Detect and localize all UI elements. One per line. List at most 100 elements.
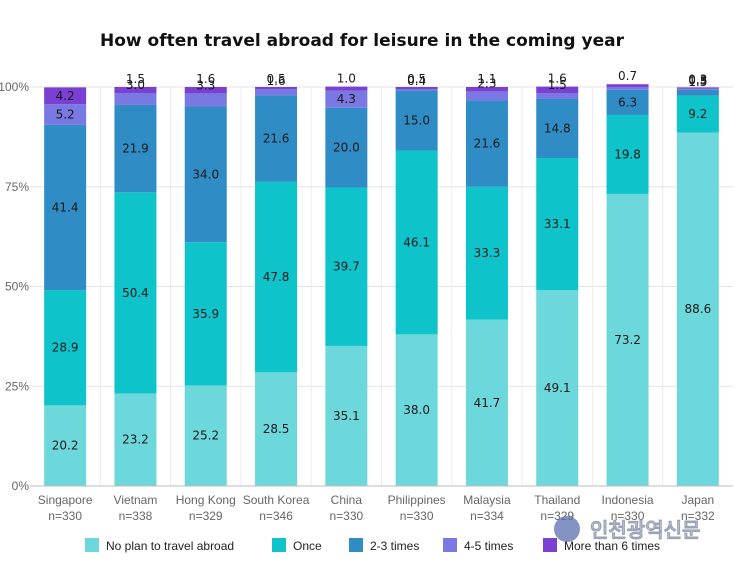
bar-segment <box>536 98 579 159</box>
sample-size-label: n=334 <box>470 509 504 523</box>
data-label: 1.6 <box>196 72 215 86</box>
data-label: 1.5 <box>548 78 567 92</box>
bar-segment <box>255 95 298 182</box>
data-label: 6.3 <box>618 95 637 109</box>
y-tick-label: 25% <box>5 379 29 393</box>
bar-segment <box>395 150 438 335</box>
bar-segment <box>114 92 157 105</box>
x-tick-label: Hong Kong <box>176 493 236 507</box>
bar-segment <box>184 385 227 486</box>
bar-segment <box>465 100 508 187</box>
data-label: 1.6 <box>548 72 567 86</box>
data-label: 0.7 <box>618 69 637 83</box>
legend-item: Once <box>272 538 322 553</box>
bar-segment <box>184 87 227 94</box>
bar-segment <box>325 90 368 108</box>
legend-swatch <box>349 538 363 552</box>
data-label: 21.9 <box>122 142 149 156</box>
legend-label: 2-3 times <box>370 539 419 553</box>
data-label: 4.2 <box>56 89 75 103</box>
bar-segment <box>325 86 368 91</box>
y-tick-label: 100% <box>0 80 29 94</box>
x-tick-label: Philippines <box>388 493 446 507</box>
bar-segment <box>44 290 87 406</box>
data-label: 0.5 <box>267 72 286 86</box>
data-label: 1.5 <box>126 72 145 86</box>
data-label: 3.0 <box>126 78 145 92</box>
data-label: 1.0 <box>337 72 356 86</box>
legend-item: More than 6 times <box>543 538 660 553</box>
bar-segment <box>676 95 719 133</box>
sample-size-label: n=332 <box>681 509 715 523</box>
bar-segment <box>255 88 298 96</box>
data-label: 9.2 <box>688 107 707 121</box>
bar-segment <box>114 87 157 93</box>
data-label: 3.3 <box>196 78 215 92</box>
data-label: 25.2 <box>192 429 219 443</box>
bar-segment <box>536 86 579 93</box>
bar-segment <box>536 92 579 99</box>
data-label: 14.8 <box>544 121 571 135</box>
watermark-logo: 인천광역신문 <box>554 516 701 542</box>
data-label: 0.3 <box>688 72 707 86</box>
bar-segment <box>395 87 438 89</box>
data-label: 35.9 <box>192 307 219 321</box>
bar-segment <box>606 84 649 87</box>
sample-size-label: n=330 <box>329 509 363 523</box>
bar-segment <box>325 187 368 346</box>
data-label: 35.1 <box>333 409 360 423</box>
x-tick-label: South Korea <box>243 493 310 507</box>
legend-label: Once <box>293 539 322 553</box>
data-label: 23.2 <box>122 433 149 447</box>
data-label: 20.2 <box>52 439 79 453</box>
data-label: 38.0 <box>403 403 430 417</box>
data-label: 28.9 <box>52 341 79 355</box>
bar-segment <box>465 319 508 486</box>
bar-segment <box>465 91 508 101</box>
data-label: 50.4 <box>122 286 149 300</box>
data-label: 41.4 <box>52 200 79 214</box>
bar-segment <box>44 104 87 125</box>
data-label: 49.1 <box>544 381 571 395</box>
legend-item: 4-5 times <box>443 538 513 553</box>
x-tick-label: Japan <box>681 493 714 507</box>
chart-title: How often travel abroad for leisure in t… <box>100 31 625 51</box>
legend-label: More than 6 times <box>564 539 660 553</box>
sample-size-label: n=330 <box>48 509 82 523</box>
sample-size-label: n=346 <box>259 509 293 523</box>
data-label: 21.6 <box>263 131 290 145</box>
bar-segment <box>465 186 508 320</box>
sample-size-label: n=329 <box>189 509 223 523</box>
data-label: 39.7 <box>333 260 360 274</box>
x-tick-label: Indonesia <box>602 493 654 507</box>
data-label: 88.6 <box>684 302 711 316</box>
data-label: 47.8 <box>263 270 290 284</box>
data-label: 0.5 <box>407 72 426 86</box>
data-label: 73.2 <box>614 333 641 347</box>
bar-segment <box>536 158 579 291</box>
bar-segment <box>676 132 719 486</box>
bar-segment <box>676 88 719 90</box>
bar-segment <box>395 90 438 151</box>
x-tick-label: Vietnam <box>114 493 158 507</box>
data-label: 19.8 <box>614 147 641 161</box>
legend-swatch <box>443 538 457 552</box>
bar-segment <box>676 87 719 89</box>
data-label: 20.0 <box>333 141 360 155</box>
watermark-text: 인천광역신문 <box>590 518 700 542</box>
sample-size-label: n=338 <box>119 509 153 523</box>
bar-segment <box>255 181 298 373</box>
data-label: 1.1 <box>477 72 496 86</box>
bar-segment <box>395 334 438 486</box>
legend-label: No plan to travel abroad <box>106 539 234 553</box>
bar-segment <box>114 192 157 394</box>
bar-segment <box>395 88 438 91</box>
data-label: 4.3 <box>337 92 356 106</box>
sample-size-label: n=330 <box>611 509 645 523</box>
x-tick-label: Malaysia <box>463 493 511 507</box>
data-label: 33.1 <box>544 217 571 231</box>
data-label: 2.3 <box>477 76 496 90</box>
bar-segment <box>465 87 508 92</box>
x-tick-label: Thailand <box>534 493 580 507</box>
data-label: 1.6 <box>267 74 286 88</box>
